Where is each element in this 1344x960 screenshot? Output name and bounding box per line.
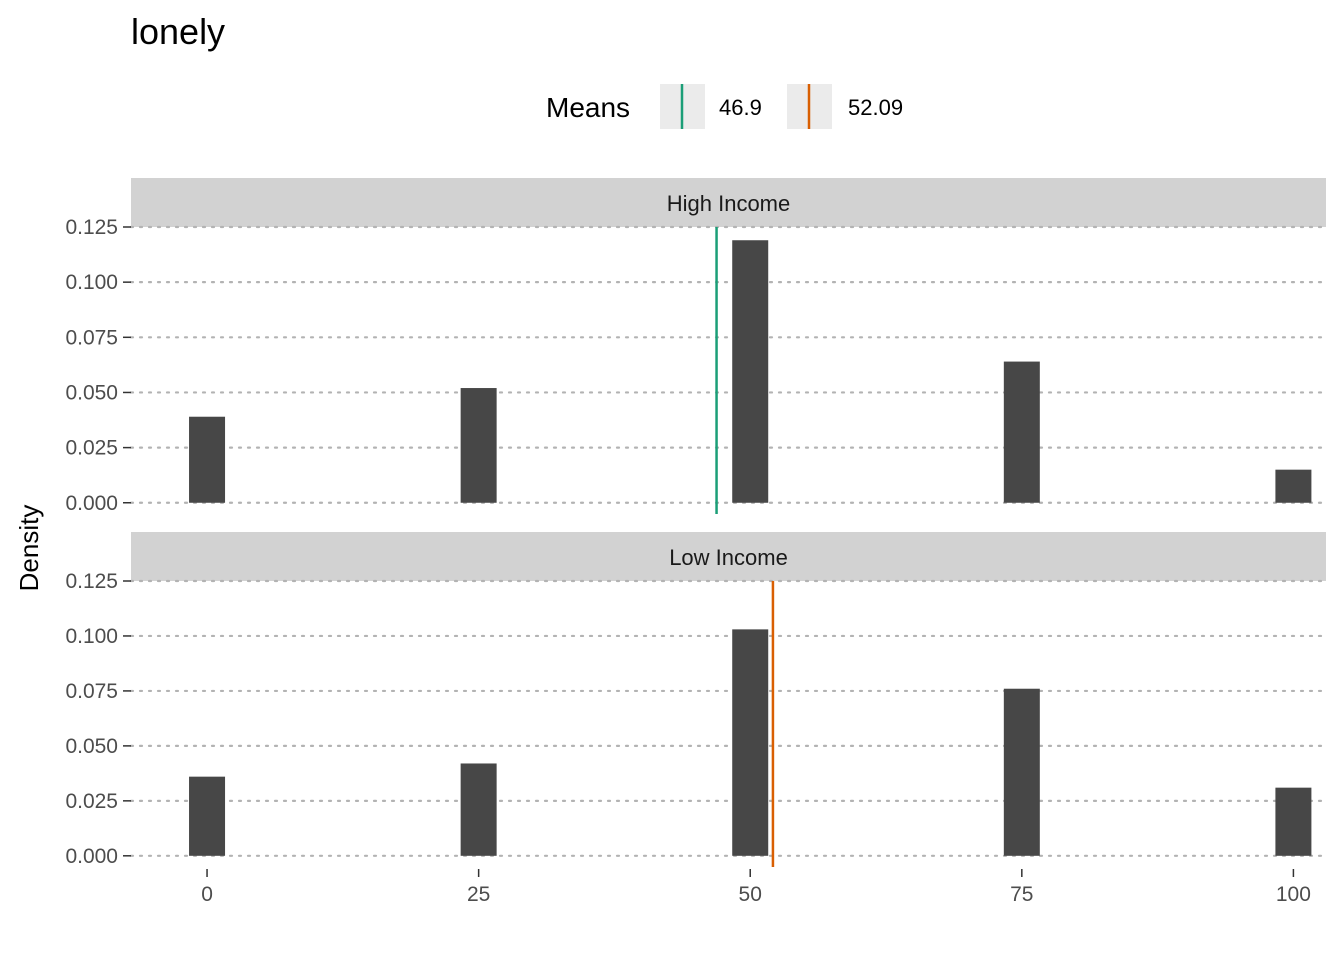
y-tick-label-1-4: 0.100 — [65, 625, 118, 648]
x-axis: 0 25 50 75 100 — [201, 869, 1311, 906]
x-tick-label-0: 0 — [201, 883, 213, 906]
legend-title: Means — [546, 92, 630, 123]
facet-strip-1 — [131, 532, 1326, 581]
y-tick-label-0-3: 0.075 — [65, 326, 118, 349]
bar-0-3 — [1003, 361, 1040, 503]
bar-1-0 — [189, 776, 226, 856]
y-tick-label-1-1: 0.025 — [65, 790, 118, 813]
y-tick-label-0-5: 0.125 — [65, 216, 118, 239]
y-tick-label-0-0: 0.000 — [65, 492, 118, 515]
legend: Means 46.9 52.09 — [546, 84, 903, 129]
x-tick-label-3: 75 — [1010, 883, 1033, 906]
facet-panel-1: Low Income 0.000 0.025 0.050 0.075 0.100 0.125 — [65, 532, 1328, 868]
legend-entry-0: 46.9 — [660, 84, 762, 129]
legend-label-0: 46.9 — [719, 95, 762, 120]
legend-entry-1: 52.09 — [787, 84, 903, 129]
facet-panels: High Income 0.000 0.025 0.050 0.075 0.100 0.12… — [65, 178, 1328, 868]
y-tick-label-1-2: 0.050 — [65, 735, 118, 758]
bar-1-4 — [1275, 787, 1312, 856]
y-tick-label-0-4: 0.100 — [65, 271, 118, 294]
y-tick-label-1-3: 0.075 — [65, 680, 118, 703]
bar-0-4 — [1275, 469, 1312, 503]
y-tick-label-0-2: 0.050 — [65, 381, 118, 404]
x-tick-label-1: 25 — [467, 883, 490, 906]
facet-panel-0: High Income 0.000 0.025 0.050 0.075 0.100 0.12… — [65, 178, 1328, 515]
facet-strip-label-1: Low Income — [669, 545, 788, 570]
bar-1-2 — [732, 629, 769, 856]
y-axis-title: Density — [14, 505, 44, 592]
facet-strip-0 — [131, 178, 1326, 227]
legend-label-1: 52.09 — [848, 95, 903, 120]
bar-0-1 — [460, 388, 497, 503]
y-tick-label-1-5: 0.125 — [65, 570, 118, 593]
y-tick-label-0-1: 0.025 — [65, 437, 118, 460]
chart-title: lonely — [131, 11, 225, 52]
x-tick-label-2: 50 — [739, 883, 762, 906]
x-tick-label-4: 100 — [1276, 883, 1311, 906]
bar-0-0 — [189, 416, 226, 503]
facet-strip-label-0: High Income — [667, 191, 791, 216]
bar-0-2 — [732, 240, 769, 503]
y-tick-label-1-0: 0.000 — [65, 845, 118, 868]
bar-1-3 — [1003, 688, 1040, 856]
bar-1-1 — [460, 763, 497, 856]
